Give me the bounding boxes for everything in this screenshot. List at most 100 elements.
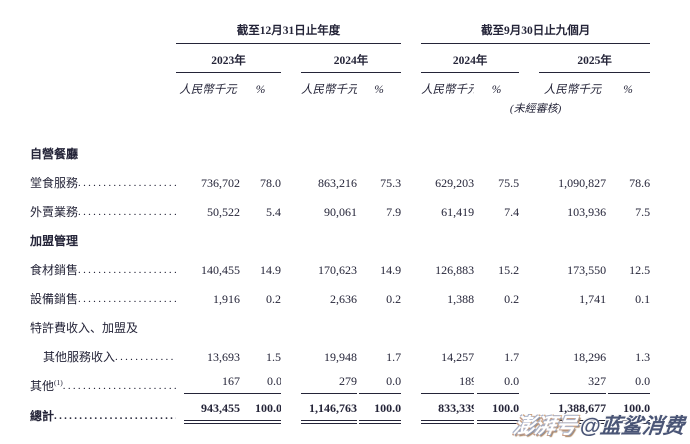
value-cell: 14.9 (260, 263, 281, 278)
total-value-cell: 100.0 (474, 402, 520, 432)
header-spacer (30, 16, 176, 44)
leader-dots: .............................. (62, 380, 176, 393)
revenue-breakdown-table: 截至12月31日止年度 截至9月30日止九個月 2023年 2024年 2024… (30, 16, 651, 432)
leader-dots: .............................. (78, 206, 176, 219)
value-cell: 2,636 (330, 292, 357, 307)
row-label: 其他服務收入.............................. (43, 351, 176, 365)
column-gap (519, 373, 539, 402)
total-value-cell: 833,339 (421, 402, 475, 432)
row-label: 食材銷售.............................. (30, 257, 176, 286)
value-cell: 0.0 (357, 373, 402, 402)
table-row: 其他服務收入.............................. 13,… (30, 344, 650, 373)
value-cell: 327 (539, 373, 607, 402)
column-gap (519, 257, 539, 286)
percent-label: % (255, 83, 266, 96)
percent-label: % (491, 83, 502, 96)
empty-cells (176, 228, 650, 257)
leader-dots: .............................. (78, 293, 176, 306)
value-cell: 14,257 (441, 350, 475, 365)
value-cell: 7.9 (386, 205, 402, 220)
leader-dots: .............................. (54, 410, 176, 422)
empty-cells (176, 118, 650, 170)
value-cell: 12.5 (629, 263, 651, 278)
column-gap (519, 199, 539, 228)
total-label: 總計.............................. (30, 410, 176, 423)
value-cell: 75.3 (380, 176, 402, 191)
unit-label: 人民幣千元 (421, 83, 475, 96)
row-label-multiline-first: 特許費收入、加盟及 (30, 321, 139, 336)
value-cell: 19,948 (324, 350, 357, 365)
column-gap (401, 286, 421, 315)
value-cell: 7.5 (635, 205, 651, 220)
value-cell: 0.0 (606, 373, 651, 402)
section-label: 加盟管理 (30, 234, 79, 249)
value-cell: 1.7 (504, 350, 520, 365)
value-cell: 126,883 (435, 263, 475, 278)
value-cell: 140,455 (201, 263, 240, 278)
value-cell: 279 (301, 373, 357, 402)
value-cell: 0.2 (266, 292, 281, 307)
column-gap (281, 73, 301, 101)
column-gap (519, 73, 539, 101)
percent-label: % (623, 83, 633, 96)
unaudited-note-row: (未經審核) (30, 100, 650, 118)
total-value-cell: 100.0 (357, 402, 402, 432)
value-cell: 863,216 (318, 176, 357, 191)
value-cell: 103,936 (567, 205, 607, 220)
unit-header-row: 人民幣千元 % 人民幣千元 % 人民幣千元 % 人民幣千元 % (30, 73, 650, 101)
header-spacer (30, 44, 176, 73)
total-value-cell: 1,146,763 (301, 402, 357, 432)
row-label: 設備銷售.............................. (30, 286, 176, 315)
value-cell: 14.9 (380, 263, 402, 278)
value-cell: 1,916 (213, 292, 240, 307)
unit-label: 人民幣千元 (543, 83, 602, 96)
column-gap (281, 344, 301, 373)
unaudited-note: (未經審核) (509, 103, 562, 116)
column-gap (281, 199, 301, 228)
value-cell: 167 (176, 373, 240, 402)
value-cell: 1.5 (266, 350, 281, 365)
total-value-cell: 1,388,677 (539, 402, 607, 432)
period-annual-header: 截至12月31日止年度 (176, 16, 402, 44)
unit-label: 人民幣千元 (179, 83, 237, 96)
column-gap (281, 257, 301, 286)
section-row: 自營餐廳 (30, 118, 650, 170)
value-cell: 78.6 (629, 176, 651, 191)
column-gap (281, 170, 301, 199)
value-cell: 61,419 (441, 205, 475, 220)
total-value-cell: 100.0 (606, 402, 651, 432)
year-2024-nine-months-header: 2024年 (421, 43, 520, 73)
year-2023-header: 2023年 (176, 43, 281, 73)
value-cell: 78.0 (260, 176, 281, 191)
empty-cells (176, 315, 650, 344)
value-cell: 90,061 (324, 205, 357, 220)
value-cell: 170,623 (318, 263, 357, 278)
column-gap (519, 170, 539, 199)
table-row: 外賣業務.............................. 50,52… (30, 199, 650, 228)
year-2025-header: 2025年 (539, 43, 651, 73)
leader-dots: .............................. (78, 264, 176, 277)
total-value-cell: 943,455 (176, 402, 240, 432)
period-header-row: 截至12月31日止年度 截至9月30日止九個月 (30, 16, 651, 44)
column-gap (401, 44, 421, 73)
column-gap (281, 44, 301, 73)
header-spacer (30, 73, 176, 101)
value-cell: 5.4 (266, 205, 281, 220)
value-cell: 1,388 (447, 292, 475, 307)
table-row: 特許費收入、加盟及 (30, 315, 650, 344)
column-gap (519, 286, 539, 315)
leader-dots: .............................. (78, 177, 176, 190)
total-value-cell: 100.0 (240, 402, 281, 432)
value-cell: 736,702 (201, 176, 240, 191)
year-2024-header: 2024年 (301, 43, 402, 73)
value-cell: 1.7 (386, 350, 402, 365)
watermark-account-text: @蓝鲨消费 (578, 415, 686, 438)
column-gap (401, 402, 421, 432)
value-cell: 15.2 (498, 263, 520, 278)
watermark-platform-text: 澎湃号 (511, 415, 579, 438)
section-row: 加盟管理 (30, 228, 650, 257)
row-label: 堂食服務.............................. (30, 170, 176, 199)
column-gap (401, 257, 421, 286)
value-cell: 0.2 (386, 292, 402, 307)
